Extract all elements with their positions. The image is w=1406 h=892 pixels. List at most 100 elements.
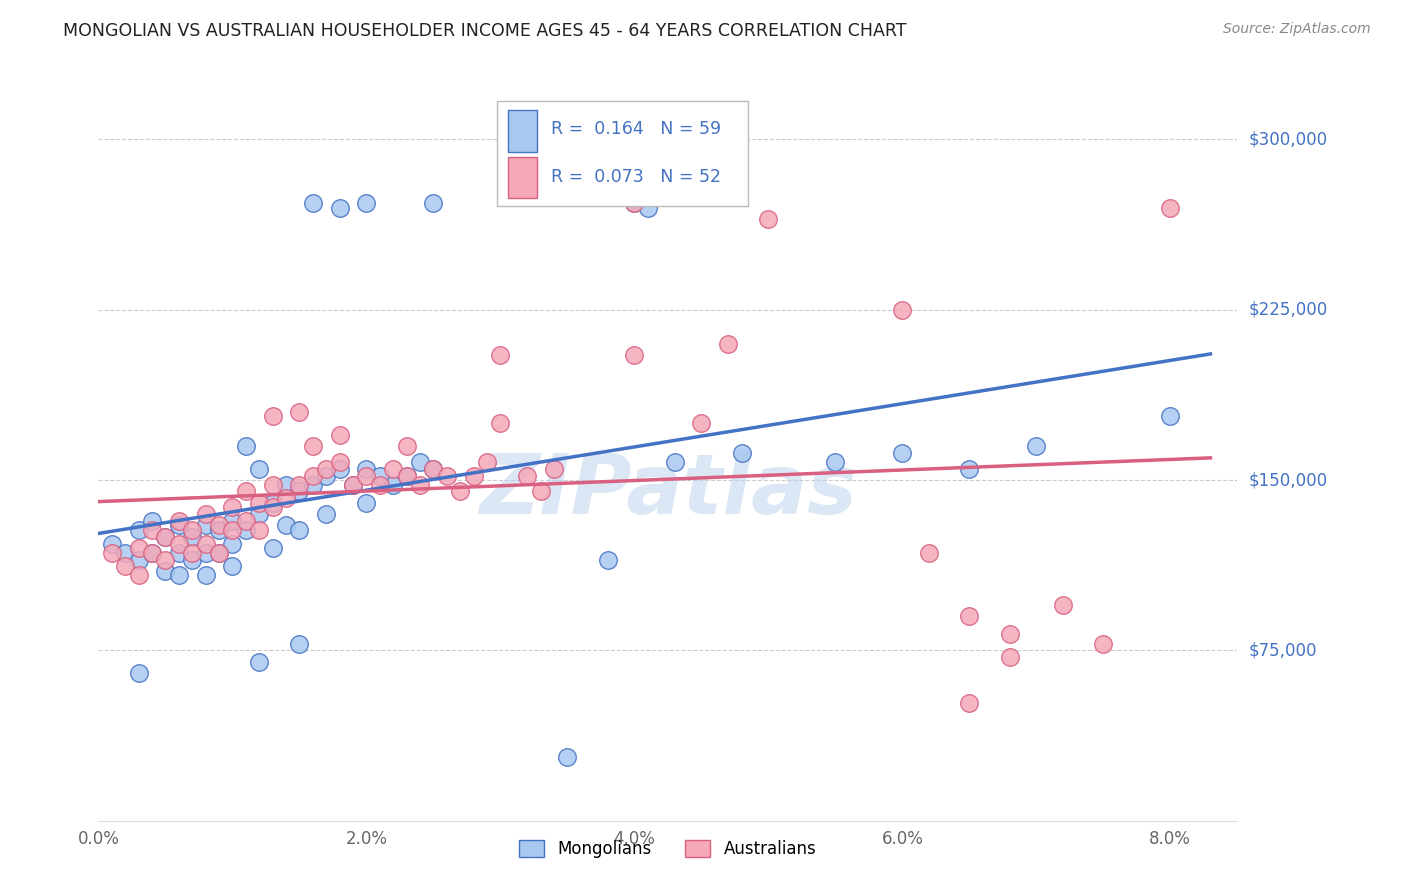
Point: [301, 477, 323, 491]
Text: ZIPatlas: ZIPatlas: [479, 450, 856, 532]
Point: [167, 568, 190, 582]
Point: [274, 518, 297, 533]
Point: [449, 484, 471, 499]
Point: [208, 546, 231, 560]
Point: [637, 201, 659, 215]
Text: $75,000: $75,000: [1249, 641, 1317, 659]
Point: [167, 546, 190, 560]
Text: Source: ZipAtlas.com: Source: ZipAtlas.com: [1223, 22, 1371, 37]
Point: [489, 417, 512, 431]
Point: [235, 484, 257, 499]
Point: [356, 461, 378, 475]
FancyBboxPatch shape: [498, 102, 748, 206]
Point: [957, 609, 980, 624]
Point: [262, 541, 284, 556]
Point: [436, 468, 458, 483]
Point: [557, 750, 579, 764]
Text: $150,000: $150,000: [1249, 471, 1327, 489]
Point: [288, 523, 311, 537]
Point: [315, 468, 337, 483]
Point: [1052, 598, 1074, 612]
Point: [422, 196, 444, 211]
Point: [356, 468, 378, 483]
Point: [247, 523, 270, 537]
Point: [690, 417, 713, 431]
Point: [181, 523, 204, 537]
Point: [1092, 636, 1115, 650]
Point: [181, 546, 204, 560]
Point: [155, 530, 177, 544]
Point: [998, 627, 1021, 641]
Point: [623, 196, 645, 211]
Point: [235, 439, 257, 453]
Point: [208, 518, 231, 533]
Text: R =  0.073   N = 52: R = 0.073 N = 52: [551, 168, 720, 186]
Point: [141, 523, 163, 537]
Point: [167, 518, 190, 533]
Point: [329, 455, 352, 469]
Point: [262, 496, 284, 510]
Point: [288, 484, 311, 499]
Point: [221, 559, 243, 574]
Point: [368, 468, 391, 483]
Point: [181, 552, 204, 566]
Point: [155, 552, 177, 566]
Point: [194, 536, 217, 550]
Point: [247, 461, 270, 475]
Text: $300,000: $300,000: [1249, 130, 1327, 148]
Point: [288, 636, 311, 650]
Point: [957, 696, 980, 710]
Point: [329, 461, 352, 475]
Point: [155, 530, 177, 544]
Point: [288, 477, 311, 491]
Point: [329, 201, 352, 215]
Point: [262, 477, 284, 491]
Point: [235, 523, 257, 537]
Point: [1159, 201, 1181, 215]
Point: [141, 546, 163, 560]
Point: [288, 405, 311, 419]
Point: [247, 496, 270, 510]
Point: [221, 500, 243, 515]
Point: [730, 446, 752, 460]
Point: [957, 461, 980, 475]
Point: [128, 541, 150, 556]
Point: [128, 666, 150, 681]
Point: [368, 477, 391, 491]
Point: [167, 514, 190, 528]
Text: $225,000: $225,000: [1249, 301, 1327, 318]
Point: [1159, 409, 1181, 424]
Point: [998, 650, 1021, 665]
Point: [664, 455, 686, 469]
Point: [155, 564, 177, 578]
Point: [516, 468, 538, 483]
Point: [891, 302, 914, 317]
Point: [114, 559, 136, 574]
FancyBboxPatch shape: [509, 111, 537, 152]
Point: [395, 468, 418, 483]
Point: [114, 546, 136, 560]
Point: [247, 507, 270, 521]
Point: [422, 461, 444, 475]
Point: [342, 477, 364, 491]
FancyBboxPatch shape: [509, 157, 537, 198]
Point: [274, 477, 297, 491]
Text: MONGOLIAN VS AUSTRALIAN HOUSEHOLDER INCOME AGES 45 - 64 YEARS CORRELATION CHART: MONGOLIAN VS AUSTRALIAN HOUSEHOLDER INCO…: [63, 22, 907, 40]
Point: [475, 455, 498, 469]
Point: [101, 546, 124, 560]
Point: [395, 439, 418, 453]
Point: [194, 518, 217, 533]
Point: [221, 523, 243, 537]
Point: [623, 348, 645, 362]
Point: [623, 196, 645, 211]
Point: [128, 523, 150, 537]
Point: [463, 468, 485, 483]
Point: [918, 546, 941, 560]
Point: [356, 196, 378, 211]
Point: [208, 546, 231, 560]
Point: [409, 477, 432, 491]
Point: [329, 427, 352, 442]
Point: [194, 568, 217, 582]
Point: [891, 446, 914, 460]
Point: [489, 348, 512, 362]
